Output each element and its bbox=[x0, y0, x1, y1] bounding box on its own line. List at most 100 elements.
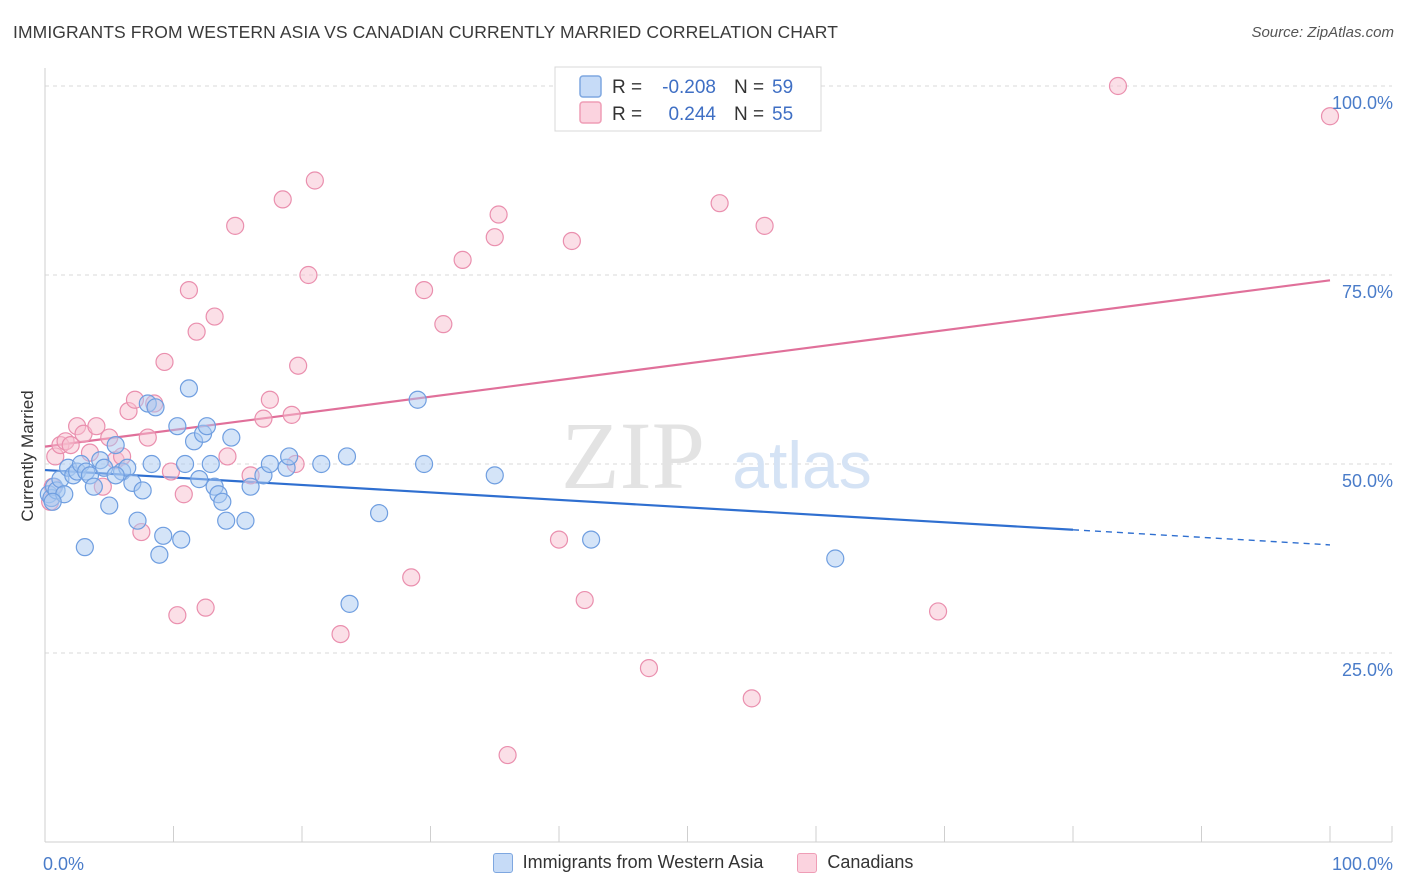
western-asia-point bbox=[236, 511, 255, 530]
y-tick-label: 100.0% bbox=[1332, 93, 1393, 113]
stats-blue-r-value: -0.208 bbox=[662, 77, 716, 98]
western-asia-trend-extension bbox=[1072, 529, 1331, 546]
canadians-point bbox=[187, 322, 206, 341]
canadians-point bbox=[453, 250, 472, 269]
western-asia-point bbox=[150, 545, 169, 564]
western-asia-point bbox=[337, 447, 357, 466]
legend-item-canadians[interactable]: Canadians bbox=[797, 852, 913, 873]
western-asia-point bbox=[100, 496, 119, 515]
canadians-point bbox=[562, 231, 581, 251]
western-asia-point bbox=[106, 436, 125, 455]
western-asia-point bbox=[175, 454, 195, 474]
western-asia-point bbox=[485, 466, 504, 485]
canadians-point bbox=[260, 390, 279, 409]
canadians-point bbox=[434, 315, 453, 334]
canadians-point bbox=[331, 624, 350, 644]
watermark-atlas: atlas bbox=[732, 428, 871, 502]
western-asia-point bbox=[154, 526, 173, 545]
canadians-point bbox=[168, 606, 187, 625]
western-asia-point bbox=[217, 511, 236, 530]
chart-legend: Immigrants from Western Asia Canadians bbox=[0, 852, 1406, 873]
western-asia-point bbox=[280, 447, 299, 466]
stats-swatch-blue bbox=[579, 75, 602, 98]
legend-swatch-pink bbox=[797, 852, 818, 873]
western-asia-point bbox=[213, 492, 232, 511]
y-tick-label: 50.0% bbox=[1342, 471, 1393, 491]
western-asia-point bbox=[414, 454, 434, 474]
western-asia-point bbox=[146, 398, 165, 417]
western-asia-point bbox=[84, 477, 103, 496]
canadians-point bbox=[305, 171, 324, 190]
y-tick-label: 25.0% bbox=[1342, 660, 1393, 680]
canadians-point bbox=[226, 216, 245, 235]
canadians-point bbox=[639, 659, 659, 678]
canadians-point bbox=[414, 281, 434, 300]
western-asia-point bbox=[172, 530, 191, 549]
legend-label-western-asia: Immigrants from Western Asia bbox=[522, 852, 764, 872]
canadians-point bbox=[742, 689, 761, 708]
canadians-point bbox=[485, 228, 504, 247]
western-asia-point bbox=[142, 454, 161, 474]
western-asia-point bbox=[75, 538, 94, 557]
canadians-point bbox=[289, 356, 308, 375]
canadians-point bbox=[299, 265, 318, 285]
canadians-point bbox=[196, 598, 215, 617]
western-asia-point bbox=[133, 481, 152, 500]
canadians-point bbox=[1108, 76, 1128, 96]
canadians-point bbox=[1320, 107, 1340, 126]
canadians-point bbox=[273, 190, 292, 209]
canadians-point bbox=[755, 216, 774, 235]
canadians-point bbox=[155, 352, 174, 372]
x-tick-label: 100.0% bbox=[1332, 854, 1393, 874]
zipatlas-watermark: ZIP atlas bbox=[561, 402, 872, 509]
western-asia-point bbox=[582, 530, 601, 549]
canadians-point bbox=[575, 590, 594, 610]
canadians-point bbox=[87, 417, 106, 436]
canadians-point bbox=[138, 428, 157, 447]
source-credit: Source: ZipAtlas.com bbox=[1251, 24, 1394, 41]
canadians-point bbox=[282, 405, 301, 424]
western-asia-point bbox=[260, 454, 279, 474]
canadians-point bbox=[174, 485, 193, 504]
canadians-points bbox=[41, 76, 1340, 765]
legend-label-canadians: Canadians bbox=[827, 852, 914, 872]
stats-blue-n-value: 59 bbox=[772, 77, 793, 98]
western-asia-point bbox=[197, 417, 217, 436]
canadians-point bbox=[928, 602, 948, 621]
canadians-point bbox=[179, 281, 199, 300]
western-asia-point bbox=[190, 470, 209, 489]
stats-pink-r-value: 0.244 bbox=[668, 104, 716, 125]
canadians-point bbox=[710, 194, 729, 213]
western-asia-point bbox=[370, 504, 389, 523]
canadians-point bbox=[402, 568, 421, 587]
western-asia-point bbox=[106, 466, 125, 485]
canadians-point bbox=[498, 745, 517, 765]
gridlines bbox=[45, 85, 1392, 654]
western-asia-point bbox=[826, 549, 845, 568]
stats-pink-n-value: 55 bbox=[772, 104, 793, 125]
legend-swatch-blue bbox=[492, 852, 513, 873]
western-asia-points bbox=[39, 379, 845, 613]
western-asia-point bbox=[222, 428, 241, 447]
x-tick-label: 0.0% bbox=[43, 854, 84, 874]
stats-box: R = -0.208 N = 59 R = 0.244 N = 55 bbox=[554, 66, 822, 132]
stats-blue-r-label: R = bbox=[612, 77, 642, 98]
legend-item-western-asia[interactable]: Immigrants from Western Asia bbox=[492, 852, 764, 873]
western-asia-point bbox=[201, 454, 220, 474]
canadians-point bbox=[61, 436, 80, 455]
canadians-point bbox=[254, 409, 273, 428]
western-asia-point bbox=[241, 477, 260, 496]
axes bbox=[44, 68, 1393, 843]
watermark-zip: ZIP bbox=[561, 402, 705, 509]
stats-blue-n-label: N = bbox=[734, 77, 764, 98]
tick-labels: 25.0% 50.0% 75.0% 100.0% 0.0% 100.0% bbox=[43, 93, 1393, 874]
western-asia-point bbox=[128, 511, 147, 530]
y-tick-label: 75.0% bbox=[1342, 282, 1393, 302]
canadians-point bbox=[161, 462, 181, 481]
canadians-point bbox=[218, 447, 237, 466]
stats-swatch-pink bbox=[579, 101, 602, 124]
western-asia-point bbox=[340, 594, 359, 613]
stats-pink-n-label: N = bbox=[734, 104, 764, 125]
chart-title: IMMIGRANTS FROM WESTERN ASIA VS CANADIAN… bbox=[13, 22, 839, 42]
